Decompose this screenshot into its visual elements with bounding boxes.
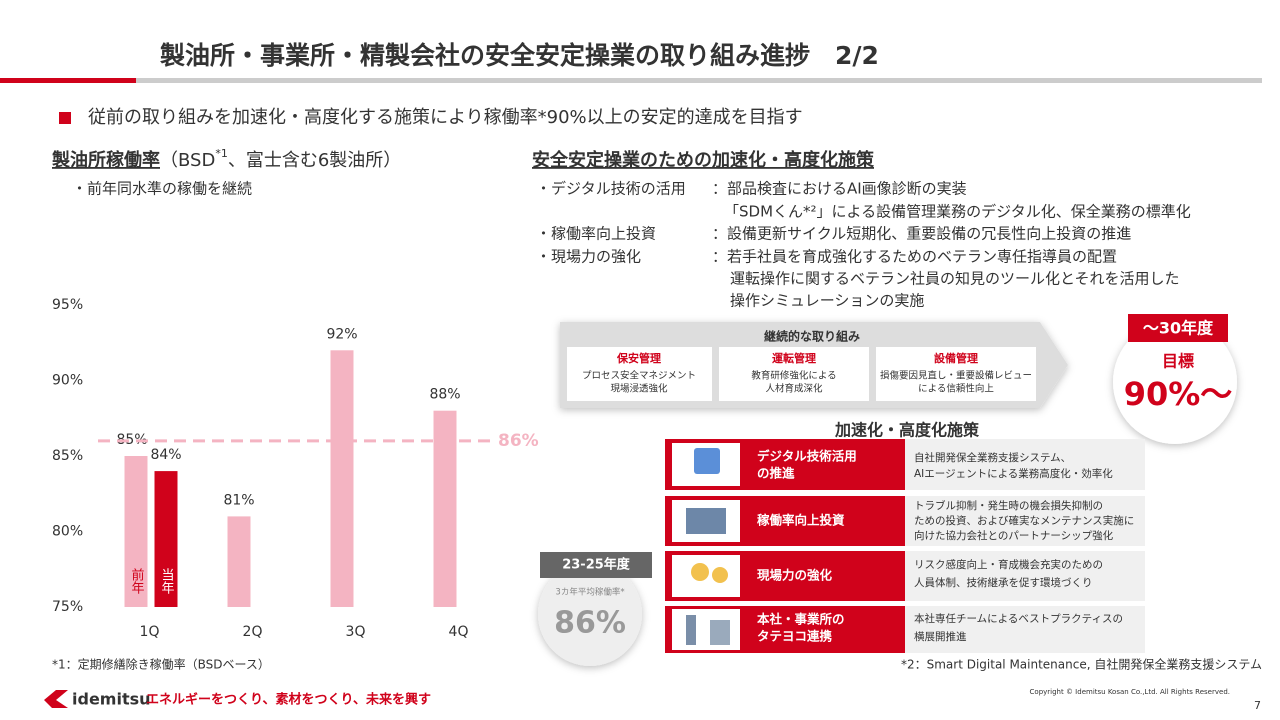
box-text: による信頼性向上 <box>918 383 994 395</box>
icon-building <box>686 615 696 645</box>
item-text: ：若手社員を育成強化するためのベテラン専任指導員の配置 <box>712 248 1117 266</box>
past-value: 86% <box>554 606 626 641</box>
box <box>567 347 712 401</box>
item-text: 操作シミュレーションの実施 <box>730 292 924 310</box>
item-label: ・デジタル技術の活用 <box>536 180 686 198</box>
row-text: ための投資、および確実なメンテナンス実施に <box>914 514 1134 527</box>
box-text: 教育研修強化による <box>751 370 836 382</box>
row-title: 稼働率向上投資 <box>757 513 845 528</box>
left-heading: 製油所稼働率（BSD*1、富士含む6製油所） <box>51 147 401 171</box>
target-tag <box>1128 314 1228 342</box>
bullet-square <box>59 112 71 124</box>
y-tick-label: 95% <box>52 297 83 313</box>
icon-ai <box>694 448 720 474</box>
right-items: ・デジタル技術の活用 ：部品検査におけるAI画像診断の実装 「SDMくん*²」に… <box>536 180 1191 310</box>
row-text: 人員体制、技術継承を促す環境づくり <box>914 576 1093 589</box>
item-text: ：設備更新サイクル短期化、重要設備の冗長性向上投資の推進 <box>712 225 1131 243</box>
box-text: 人材育成深化 <box>765 383 823 395</box>
continuous-title: 継続的な取り組み <box>764 329 860 344</box>
row-title: 本社・事業所の <box>757 612 845 627</box>
box <box>719 347 869 401</box>
value-label: 84% <box>150 447 181 463</box>
past-period: 23-25年度 <box>562 557 631 573</box>
page-number: 7 <box>1254 699 1261 712</box>
brand: idemitsu <box>72 690 151 709</box>
box-title: 運転管理 <box>772 351 816 365</box>
box-text: 現場浸透強化 <box>610 383 668 395</box>
box-title: 保安管理 <box>616 351 661 365</box>
x-tick-label: 1Q <box>140 624 160 640</box>
reference-label: 86% <box>498 431 539 451</box>
value-label: 85% <box>116 432 147 448</box>
past-circle <box>538 562 642 666</box>
past-tag <box>540 552 652 578</box>
icon-plant <box>686 508 726 534</box>
legend-label: 前年 <box>129 567 145 594</box>
accel-rows: デジタル技術活用 の推進 稼働率向上投資 現場力の強化 本社・事業所の タテヨコ… <box>665 439 1145 653</box>
value-label: 81% <box>223 492 254 508</box>
box-text: プロセス安全マネジメント <box>582 370 696 382</box>
row-text: 横展開推進 <box>914 630 967 643</box>
x-tick-label: 2Q <box>243 624 263 640</box>
left-bullet: ・前年同水準の稼働を継続 <box>72 180 252 198</box>
right-heading: 安全安定操業のための加速化・高度化施策 <box>532 149 875 171</box>
target-circle <box>1113 320 1237 444</box>
x-tick-label: 4Q <box>449 624 469 640</box>
row-title: デジタル技術活用 <box>757 449 857 464</box>
box-title: 設備管理 <box>934 351 978 365</box>
y-tick-label: 85% <box>52 448 83 464</box>
title: 製油所・事業所・精製会社の安全安定操業の取り組み進捗 2/2 <box>159 41 879 70</box>
row-text: 向けた協力会社とのパートナーシップ強化 <box>914 529 1114 542</box>
item-text: ：部品検査におけるAI画像診断の実装 <box>712 180 967 198</box>
target-label: 目標 <box>1162 352 1194 371</box>
row-title: の推進 <box>757 466 795 481</box>
item-text: 「SDMくん*²」による設備管理業務のデジタル化、保全業務の標準化 <box>724 203 1191 221</box>
box <box>876 347 1036 401</box>
bar <box>154 471 178 607</box>
item-label: ・稼働率向上投資 <box>536 225 656 243</box>
item-text: 運転操作に関するベテラン社員の知見のツール化とそれを活用した <box>730 270 1180 288</box>
row-text: 自社開発保全業務支援システム、 <box>914 451 1071 464</box>
bar <box>330 350 354 607</box>
lead: 従前の取り組みを加速化・高度化する施策により稼働率*90%以上の安定的達成を目指… <box>88 107 803 128</box>
bar <box>124 456 148 607</box>
rule-red <box>0 78 136 83</box>
bar <box>227 516 251 607</box>
value-label: 88% <box>429 387 460 403</box>
rule-gray <box>136 78 1262 83</box>
footnote: *1：定期修繕除き稼働率（BSDベース） <box>52 657 270 672</box>
copyright: Copyright © Idemitsu Kosan Co.,Ltd. All … <box>1030 688 1230 696</box>
past-label: 3カ年平均稼働率* <box>555 587 624 598</box>
continuous-boxes: 保安管理 プロセス安全マネジメント 現場浸透強化 運転管理 教育研修強化による … <box>567 347 1036 401</box>
target-value: 90%～ <box>1124 375 1233 413</box>
bar <box>433 410 457 607</box>
slogan: エネルギーをつくり、素材をつくり、未来を興す <box>146 692 431 708</box>
legend-label: 当年 <box>159 568 175 594</box>
y-tick-label: 80% <box>52 524 83 540</box>
row-title: タテヨコ連携 <box>757 629 833 644</box>
icon-building <box>710 620 730 645</box>
row-text: トラブル抑制・発生時の機会損失抑制の <box>914 499 1103 512</box>
row-text: AIエージェントによる業務高度化・効率化 <box>914 467 1113 480</box>
value-label: 92% <box>326 326 357 342</box>
accel-title: 加速化・高度化施策 <box>834 421 980 440</box>
icon-worker <box>712 567 728 583</box>
row-title: 現場力の強化 <box>757 568 833 583</box>
x-tick-label: 3Q <box>346 624 366 640</box>
row-text: 本社専任チームによるベストプラクティスの <box>914 612 1123 625</box>
icon-worker <box>691 563 709 581</box>
box-text: 損傷要因見直し・重要設備レビュー <box>880 370 1032 382</box>
item-label: ・現場力の強化 <box>536 248 641 266</box>
y-tick-label: 90% <box>52 373 83 389</box>
row-text: リスク感度向上・育成機会充実のための <box>914 558 1103 571</box>
target-period: ～30年度 <box>1143 319 1214 338</box>
footnote: *2：Smart Digital Maintenance, 自社開発保全業務支援… <box>901 657 1262 672</box>
logo-mark <box>44 690 68 708</box>
y-tick-label: 75% <box>52 599 83 615</box>
